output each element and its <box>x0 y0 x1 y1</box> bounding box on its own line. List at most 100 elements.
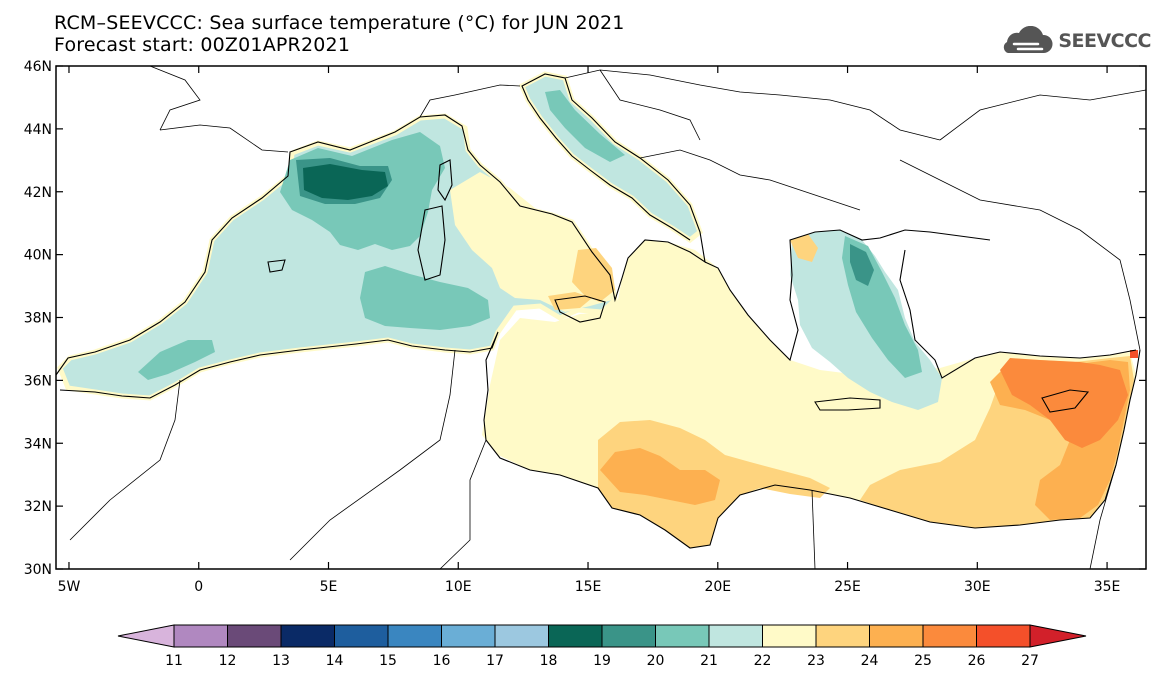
forecast-start-subtitle: Forecast start: 00Z01APR2021 <box>54 34 351 56</box>
sst-24-ionian-coast <box>790 234 818 262</box>
colorbar-swatch <box>334 624 389 648</box>
coast-sardinia <box>417 205 446 281</box>
colorbar-label: 24 <box>861 653 879 669</box>
border-italy-alps <box>419 84 521 118</box>
border-europe-inner <box>599 69 701 141</box>
colorbar-swatch <box>976 624 1031 648</box>
border-france-north <box>149 66 201 131</box>
lon-tick-label: 20E <box>704 579 731 595</box>
colorbar-label: 20 <box>647 653 665 669</box>
border-black-sea <box>939 89 1146 141</box>
border-algeria-tunisia <box>289 349 456 561</box>
colorbar-swatch <box>922 624 977 648</box>
colorbar-label: 23 <box>807 653 825 669</box>
colorbar-swatch <box>173 624 228 648</box>
colorbar-label: 15 <box>379 653 397 669</box>
colorbar-label: 14 <box>326 653 344 669</box>
coast-west <box>56 73 706 376</box>
colorbar: 11 12 13 14 15 16 17 18 19 20 21 22 23 24 25 26 27 <box>117 624 1087 669</box>
lon-tick-label: 35E <box>1094 579 1121 595</box>
sst-19-ligurian <box>303 164 388 200</box>
tyrrhenian-sea <box>450 172 612 312</box>
lon-tick-label: 5W <box>58 579 81 595</box>
lat-tick-label: 30N <box>24 562 52 578</box>
lat-tick-label: 36N <box>24 373 52 389</box>
lon-tick-label: 5E <box>320 579 338 595</box>
seevccc-logo: SEEVCCC <box>998 26 1151 56</box>
colorbar-label: 21 <box>700 653 718 669</box>
sst-22-balearic <box>258 250 300 278</box>
coast-turkey <box>899 249 1137 379</box>
border-algeria-morocco <box>69 379 181 541</box>
sst-20-aegean <box>850 244 874 286</box>
colorbar-swatch <box>494 624 549 648</box>
lon-tick-label: 30E <box>964 579 991 595</box>
colorbar-below-arrow <box>117 624 175 648</box>
colorbar-label: 25 <box>914 653 932 669</box>
coastlines <box>56 73 1141 549</box>
lon-tick-label: 0 <box>194 579 203 595</box>
lat-tick-label: 46N <box>24 59 52 75</box>
map-body <box>56 66 1146 569</box>
coast-crete <box>814 397 881 411</box>
lon-axis: 5W 0 5E 10E 15E 20E 25E 30E 35E <box>58 66 1121 595</box>
colorbar-swatch <box>227 624 282 648</box>
colorbar-swatch <box>548 624 603 648</box>
colorbar-label: 12 <box>219 653 237 669</box>
colorbar-swatch <box>387 624 442 648</box>
colorbar-label: 22 <box>754 653 772 669</box>
colorbar-swatch <box>655 624 710 648</box>
country-borders <box>69 66 1146 569</box>
colorbar-label: 16 <box>433 653 451 669</box>
lat-tick-label: 40N <box>24 248 52 264</box>
border-turkey-syria <box>899 159 1141 351</box>
colorbar-label: 13 <box>272 653 290 669</box>
sst-21-algerian <box>360 266 490 330</box>
lat-tick-label: 44N <box>24 122 52 138</box>
sst-25-sidra <box>600 448 720 505</box>
lat-tick-label: 34N <box>24 436 52 452</box>
sst-21-adriatic-north <box>545 90 625 162</box>
lon-tick-label: 15E <box>575 579 602 595</box>
colorbar-label: 18 <box>540 653 558 669</box>
coast-cyprus <box>1041 389 1090 413</box>
sst-27-spot <box>1130 350 1138 358</box>
sst-21-alboran <box>138 340 215 380</box>
coast-greece <box>704 229 991 362</box>
lat-axis: 46N 44N 42N 40N 38N 36N 34N 32N 30N <box>24 59 1146 578</box>
colorbar-swatch <box>601 624 656 648</box>
border-balkans-2 <box>639 149 861 211</box>
colorbar-swatch <box>869 624 924 648</box>
lat-tick-label: 38N <box>24 311 52 327</box>
colorbar-swatch <box>762 624 817 648</box>
cloud-icon <box>1004 26 1053 53</box>
coast-sicily <box>554 295 606 323</box>
colorbar-swatch <box>708 624 763 648</box>
colorbar-label: 11 <box>165 653 183 669</box>
coast-north-africa <box>59 331 1141 549</box>
colorbar-swatch <box>815 624 870 648</box>
lon-tick-label: 25E <box>834 579 861 595</box>
border-libya-egypt <box>811 489 816 569</box>
colorbar-label: 17 <box>486 653 504 669</box>
colorbar-label: 26 <box>968 653 986 669</box>
border-balkans <box>564 69 941 141</box>
sst-contours <box>138 90 1138 548</box>
logo-text: SEEVCCC <box>1058 30 1151 52</box>
colorbar-above-arrow <box>1029 624 1087 648</box>
lat-tick-label: 42N <box>24 185 52 201</box>
lat-tick-label: 32N <box>24 499 52 515</box>
colorbar-swatch <box>280 624 335 648</box>
colorbar-label: 19 <box>593 653 611 669</box>
sst-26-levant <box>1000 358 1128 448</box>
sst-24-tyrrhenian-east <box>572 248 615 302</box>
border-tunisia-libya <box>439 439 487 569</box>
coast-mallorca <box>267 259 286 273</box>
colorbar-swatch <box>441 624 496 648</box>
border-egypt-east <box>1089 464 1117 569</box>
lon-tick-label: 10E <box>445 579 472 595</box>
border-france-spain <box>159 124 289 153</box>
map-title: RCM–SEEVCCC: Sea surface temperature (°C… <box>54 12 625 34</box>
coast-corsica <box>437 159 453 202</box>
